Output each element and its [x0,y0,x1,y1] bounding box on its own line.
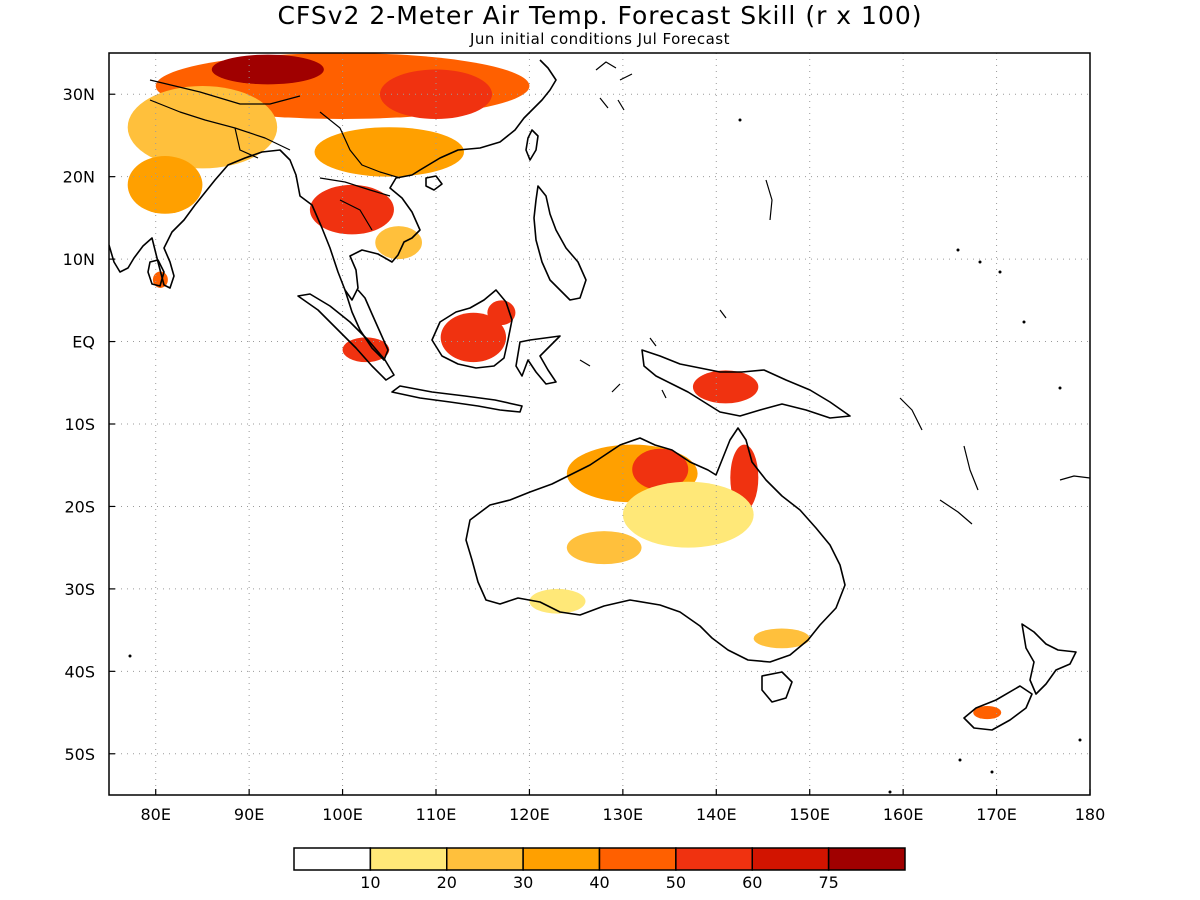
coastline-java [391,385,523,413]
coastline-hainan [425,175,443,191]
lon-tick-label: 180 [1075,805,1106,824]
lon-tick-label: 80E [140,805,170,824]
coastline-sumatra [297,293,395,381]
island-dot [738,118,742,122]
coastline-australia [465,427,846,663]
lon-tick-label: 90E [234,805,264,824]
colorbar-label: 75 [818,873,838,892]
skill-region [309,184,394,235]
colorbar-bin [827,847,906,871]
island-dot [956,248,960,252]
coastline-islands [579,61,1090,525]
lon-tick-label: 170E [976,805,1017,824]
skill-region [379,69,493,119]
colorbar-label: 30 [513,873,533,892]
coastline-new-guinea [641,349,851,419]
colorbar-bin [522,847,601,871]
island-dot [958,758,962,762]
colorbar-bin [293,847,372,871]
map-title: CFSv2 2-Meter Air Temp. Forecast Skill (… [277,1,922,30]
lon-tick-label: 100E [322,805,363,824]
skill-region [342,337,390,363]
skill-region [973,705,1002,720]
grid-lines [109,53,1090,795]
colorbar-bin [446,847,524,871]
map-subtitle: Jun initial conditions Jul Forecast [469,30,730,48]
coastline-sulawesi [515,335,561,385]
island-dot [978,260,982,264]
coastline-borneo [431,289,513,369]
lat-tick-label: 20S [64,497,95,516]
lat-tick-label: 50S [64,745,95,764]
skill-region [753,628,810,649]
island-dot [998,270,1002,274]
skill-region [529,588,586,614]
colorbar: 10 20 30 40 50 60 75 [293,847,906,892]
lon-tick-label: 150E [789,805,830,824]
island-dots [128,118,1082,794]
coastline-philippines [533,185,587,301]
skill-region [440,312,507,363]
lat-tick-label: 30N [63,85,95,104]
colorbar-bin [675,847,753,871]
lat-tick-label: 20N [63,168,95,187]
border-lines [149,79,401,231]
coastline-new-zealand-south [963,685,1033,731]
plot-frame [108,52,1091,796]
lon-tick-label: 120E [509,805,550,824]
coastlines [109,59,1090,731]
colorbar-label: 60 [742,873,762,892]
island-dot [1022,320,1026,324]
skill-region [692,370,759,404]
lon-tick-label: 130E [603,805,644,824]
lat-tick-label: 40S [64,662,95,681]
skill-region [375,226,422,260]
coastline-sri-lanka [147,259,165,287]
coastline-tasmania [761,671,793,703]
lat-tick-label: 10S [64,415,95,434]
coastline-new-zealand-north [1021,623,1077,695]
lat-tick-label: EQ [72,333,95,352]
coastline-taiwan [525,129,539,161]
skill-region [622,481,754,548]
colorbar-label: 20 [437,873,457,892]
skill-region [314,127,465,177]
island-dot [1058,386,1062,390]
skill-region [566,531,642,565]
skill-region [632,448,689,490]
colorbar-label: 40 [589,873,609,892]
lon-tick-label: 140E [696,805,737,824]
colorbar-bin [598,847,677,871]
latitude-axis: 30N 20N 10N EQ 10S 20S 30S 40S 50S [63,85,115,764]
lon-tick-label: 160E [883,805,924,824]
island-dot [888,790,892,794]
coastline-asia [109,59,557,301]
lon-tick-label: 110E [416,805,457,824]
lat-tick-label: 10N [63,250,95,269]
colorbar-bin [751,847,830,871]
island-dot [990,770,994,774]
skill-region [487,300,516,326]
longitude-axis: 80E 90E 100E 110E 120E 130E 140E 150E 160E 170E 18… [140,789,1105,824]
island-dot [1078,738,1082,742]
coastline-malay-peninsula [344,289,389,361]
lat-tick-label: 30S [64,580,95,599]
colorbar-bin [369,847,448,871]
island-dot [128,654,132,658]
colorbar-label: 10 [360,873,380,892]
skill-region [211,54,324,85]
plot-area [109,53,1090,795]
colorbar-label: 50 [666,873,686,892]
skill-region [127,156,203,214]
